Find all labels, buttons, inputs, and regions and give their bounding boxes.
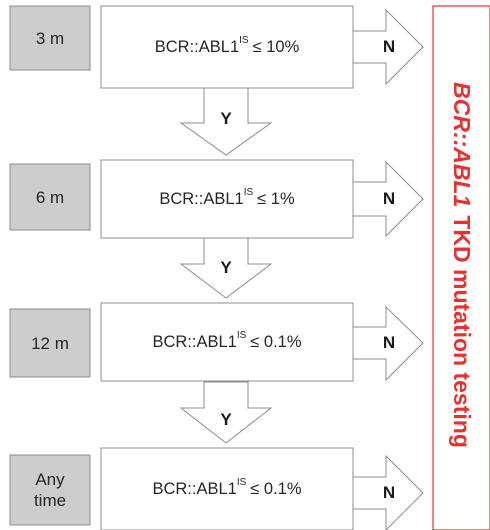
no-label-12m: N	[377, 330, 401, 356]
no-text: N	[382, 189, 396, 208]
yes-label-6m: Y	[214, 255, 238, 281]
time-label-any: Any time	[10, 455, 90, 525]
threshold: ≤ 0.1%	[250, 479, 302, 498]
yes-text: Y	[220, 258, 232, 277]
yes-arrow-6m	[179, 237, 273, 299]
yes-label-3m: Y	[214, 106, 238, 132]
result-rest: TKD mutation testing	[449, 215, 476, 448]
time-text: 3 m	[35, 28, 65, 48]
condition-label-12m: BCR::ABL1 IS ≤ 0.1%	[101, 303, 353, 381]
time-text: 6 m	[35, 187, 65, 207]
condition-box-any	[100, 447, 354, 530]
is-superscript: IS	[236, 476, 247, 488]
no-text: N	[382, 333, 396, 352]
no-label-3m: N	[377, 34, 401, 60]
gene-name: BCR::ABL1	[152, 479, 237, 498]
is-superscript: IS	[243, 186, 254, 198]
threshold: ≤ 0.1%	[250, 332, 302, 351]
time-box-any	[9, 454, 91, 526]
condition-box-3m	[100, 5, 354, 89]
no-label-any: N	[377, 480, 401, 506]
yes-arrow-3m	[179, 87, 273, 156]
time-box-3m	[9, 5, 91, 71]
no-arrow-6m	[352, 160, 424, 238]
gene-name: BCR::ABL1	[152, 332, 237, 351]
gene-name: BCR::ABL1	[154, 37, 240, 56]
time-box-12m	[9, 308, 91, 378]
time-label-12m: 12 m	[10, 309, 90, 377]
condition-box-12m	[100, 302, 354, 382]
yes-text: Y	[220, 109, 232, 128]
threshold: ≤ 10%	[252, 37, 300, 56]
no-arrow-12m	[352, 305, 424, 382]
gene-name: BCR::ABL1	[159, 189, 244, 208]
result-gene: BCR::ABL1	[449, 82, 476, 208]
is-superscript: IS	[236, 329, 247, 341]
no-text: N	[382, 483, 396, 502]
condition-label-6m: BCR::ABL1 IS ≤ 1%	[101, 160, 353, 238]
time-label-3m: 3 m	[10, 6, 90, 70]
condition-label-3m: BCR::ABL1 IS ≤ 10%	[101, 6, 353, 88]
time-text-line1: Any	[35, 470, 65, 489]
result-box	[432, 5, 490, 530]
time-text: 12 m	[31, 333, 69, 353]
time-text-line2: time	[33, 491, 67, 510]
yes-text: Y	[220, 410, 232, 429]
no-label-6m: N	[377, 186, 401, 212]
time-box-6m	[9, 163, 91, 231]
yes-arrow-12m	[179, 381, 273, 444]
no-text: N	[382, 37, 396, 56]
condition-label-any: BCR::ABL1 IS ≤ 0.1%	[101, 448, 353, 530]
yes-label-12m: Y	[214, 407, 238, 433]
no-arrow-3m	[352, 8, 424, 86]
time-label-6m: 6 m	[10, 164, 90, 230]
condition-box-6m	[100, 159, 354, 239]
no-arrow-any	[352, 454, 424, 530]
is-superscript: IS	[239, 34, 249, 46]
threshold: ≤ 1%	[257, 189, 295, 208]
